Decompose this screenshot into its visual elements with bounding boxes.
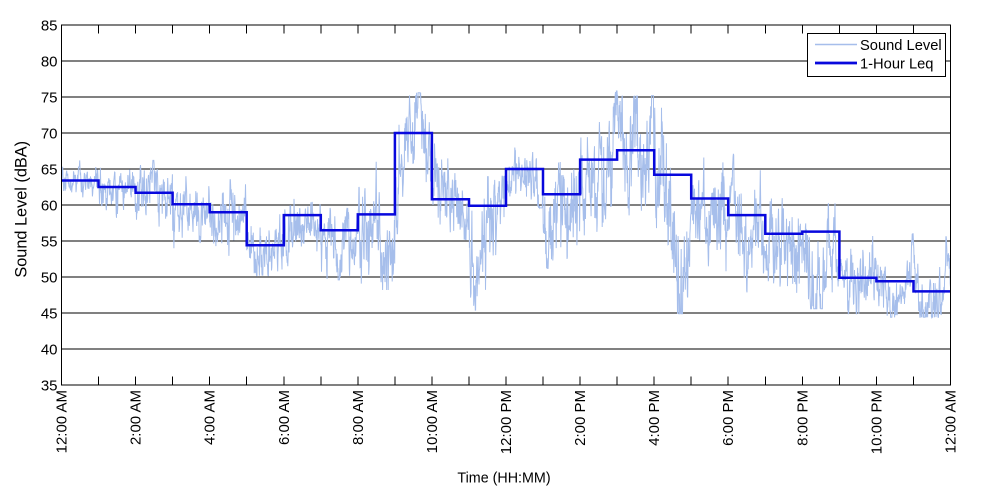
svg-text:6:00 AM: 6:00 AM [276, 390, 293, 445]
svg-text:12:00 AM: 12:00 AM [943, 390, 960, 453]
svg-text:2:00 PM: 2:00 PM [572, 390, 589, 446]
svg-text:80: 80 [41, 54, 58, 71]
svg-text:4:00 AM: 4:00 AM [202, 390, 219, 445]
svg-text:6:00 PM: 6:00 PM [720, 390, 737, 446]
svg-text:12:00 AM: 12:00 AM [54, 390, 71, 453]
svg-text:4:00 PM: 4:00 PM [646, 390, 663, 446]
svg-text:Sound Level (dBA): Sound Level (dBA) [13, 141, 31, 278]
svg-text:Sound Level: Sound Level [860, 38, 942, 54]
svg-text:45: 45 [41, 306, 58, 323]
svg-text:55: 55 [41, 234, 58, 251]
svg-text:Time (HH:MM): Time (HH:MM) [457, 471, 550, 487]
svg-text:35: 35 [41, 378, 58, 395]
svg-text:85: 85 [41, 18, 58, 35]
svg-text:60: 60 [41, 198, 58, 215]
svg-text:8:00 PM: 8:00 PM [794, 390, 811, 446]
svg-text:8:00 AM: 8:00 AM [350, 390, 367, 445]
svg-text:75: 75 [41, 90, 58, 107]
svg-text:1-Hour Leq: 1-Hour Leq [860, 57, 933, 73]
svg-text:2:00 AM: 2:00 AM [128, 390, 145, 445]
svg-text:70: 70 [41, 126, 58, 143]
svg-text:10:00 PM: 10:00 PM [868, 390, 885, 454]
svg-text:65: 65 [41, 162, 58, 179]
svg-text:40: 40 [41, 342, 58, 359]
svg-text:12:00 PM: 12:00 PM [498, 390, 515, 454]
svg-text:10:00 AM: 10:00 AM [424, 390, 441, 453]
svg-text:50: 50 [41, 270, 58, 287]
